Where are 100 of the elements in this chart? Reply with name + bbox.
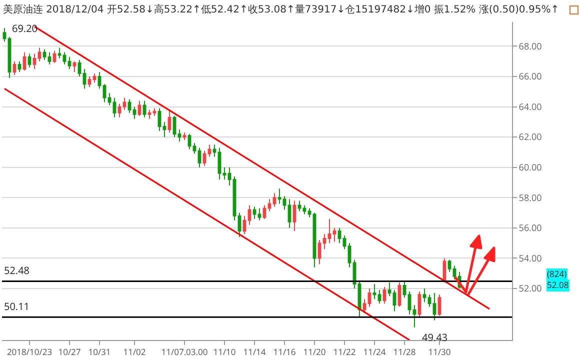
candlestick [438, 294, 442, 316]
y-tick-label: 60.00 [518, 160, 542, 174]
x-tick-label: 10/27 [58, 347, 81, 358]
candlestick [232, 176, 236, 221]
candlestick [412, 304, 416, 328]
candlestick [128, 98, 132, 114]
candlestick [62, 52, 66, 65]
candlestick [378, 290, 382, 304]
candlestick [158, 108, 162, 132]
text: (824) [547, 269, 568, 280]
candlestick [242, 215, 246, 234]
candlestick [42, 48, 46, 60]
x-tick-label: 11/22 [333, 347, 356, 358]
candlestick [262, 204, 266, 220]
candlestick [448, 259, 452, 272]
candlestick [48, 52, 52, 65]
x-tick-label: 11/16 [273, 347, 296, 358]
ref-line-label: 52.48 [4, 263, 30, 277]
candlestick [362, 298, 366, 314]
candlestick [122, 97, 126, 110]
candlestick [132, 106, 136, 120]
x-tick-label: 11/28 [393, 347, 416, 358]
candlestick [248, 204, 252, 226]
candlestick [28, 53, 32, 68]
candlestick [422, 288, 426, 303]
candlestick [8, 36, 12, 79]
candlestick [212, 144, 216, 158]
candlestick [208, 144, 212, 158]
y-tick-label: 58.00 [518, 190, 542, 204]
candlestick [178, 129, 182, 142]
x-tick-label: 2018/10/23 [6, 347, 52, 358]
candlestick [258, 208, 262, 221]
candlestick [22, 52, 26, 71]
candlestick [298, 200, 302, 212]
candlestick [168, 109, 172, 134]
candlestick [58, 47, 62, 59]
candlestick [98, 71, 102, 90]
candlestick [312, 212, 316, 268]
y-tick-label: 68.00 [518, 39, 542, 52]
candlestick [278, 188, 282, 204]
candlestick [108, 92, 112, 106]
candlestick [282, 196, 286, 210]
candlestick [152, 108, 156, 116]
candlestick [428, 294, 432, 308]
candlestick [218, 147, 222, 180]
x-tick-label: 11/02 [123, 347, 146, 358]
candlestick [408, 291, 412, 315]
y-tick-label: 66.00 [518, 70, 542, 83]
candlestick [198, 147, 202, 168]
candlestick [418, 291, 422, 318]
x-tick-label: 11/14 [243, 347, 266, 358]
candlestick [182, 132, 186, 141]
candlestick [368, 288, 372, 308]
candlestick [342, 235, 346, 250]
candlestick [92, 72, 96, 84]
candlestick [322, 234, 326, 250]
annotation: 49.43 [422, 330, 448, 344]
y-tick-label: 62.00 [518, 130, 542, 144]
candlestick [338, 227, 342, 244]
candlestick [162, 121, 166, 138]
candlestick [288, 198, 292, 228]
x-tick-label: 11/07.03.00 [161, 347, 208, 358]
candlestick [272, 192, 276, 208]
candlestick [382, 286, 386, 304]
ref-line-label: 50.11 [4, 299, 30, 313]
candlestick [102, 84, 106, 103]
candlestick [118, 103, 122, 118]
candlestick [68, 56, 72, 70]
candlestick [252, 206, 256, 220]
candlestick [12, 60, 16, 76]
y-tick-label: 64.00 [518, 100, 542, 113]
candlestick [228, 166, 232, 186]
x-tick-label: 11/24 [363, 347, 386, 358]
candlestick [388, 282, 392, 297]
x-tick-label: 11/30 [428, 347, 451, 358]
candlestick [292, 200, 296, 232]
candlestick [112, 97, 116, 118]
annotation: 69.20 [12, 21, 38, 35]
candlestick [318, 240, 322, 265]
candlestick [38, 47, 42, 62]
text: 52.08 [547, 280, 569, 291]
y-tick-label: 56.00 [518, 221, 542, 234]
x-tick-label: 11/20 [303, 347, 326, 358]
candlestick [268, 198, 272, 212]
chart-title: 美原油连 2018/12/04 开52.58↓高53.22↑低52.42↑收53.08↑量73917↓仓15197482↓增0 振1.52% 涨(0.50)0.95%↑ [2, 3, 560, 16]
candlestick [308, 208, 312, 218]
y-tick-label: 52.00 [518, 282, 542, 295]
candlestick [202, 150, 206, 166]
candlestick [142, 100, 146, 118]
candlestick [432, 292, 436, 321]
candlestick [222, 166, 226, 180]
candlestick [392, 290, 396, 312]
candlestick [72, 60, 76, 72]
candlestick [302, 204, 306, 215]
candlestick [88, 76, 92, 88]
candlestick [328, 218, 332, 244]
candlestick [148, 109, 152, 120]
candlestick [32, 53, 36, 70]
candlestick [192, 142, 196, 154]
candlestick [372, 283, 376, 300]
